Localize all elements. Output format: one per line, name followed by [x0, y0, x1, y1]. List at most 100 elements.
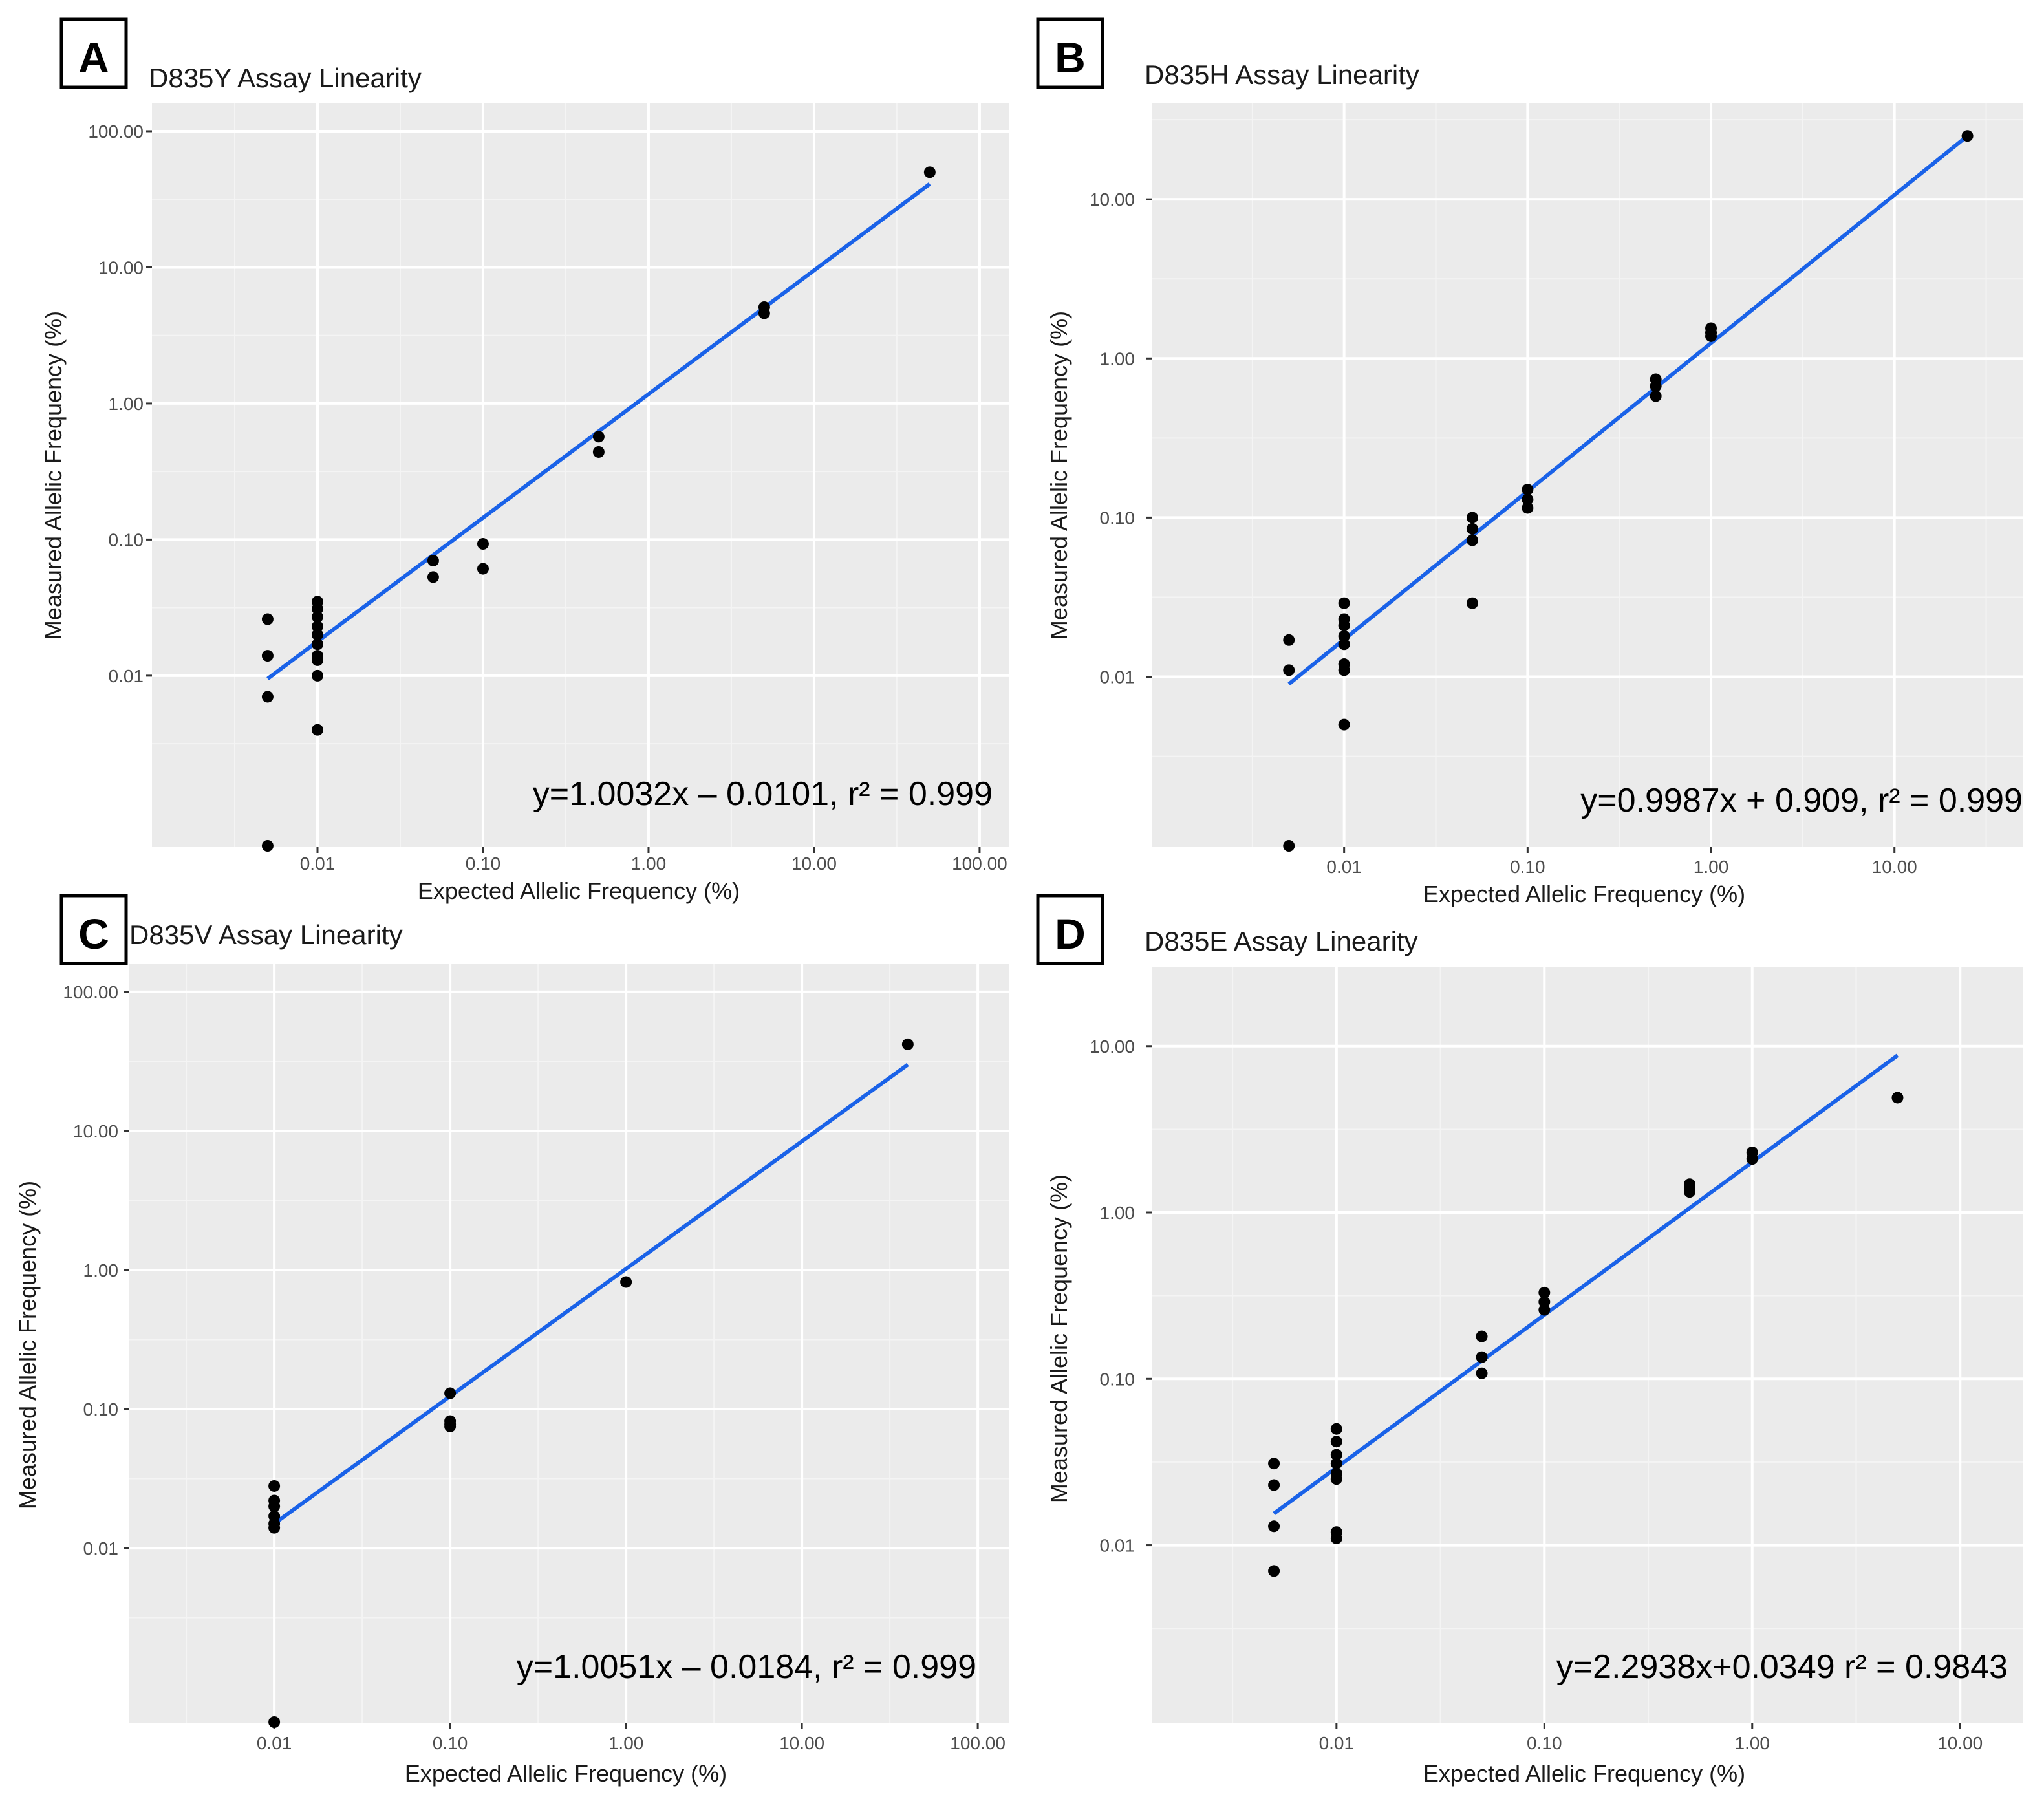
data-point	[1466, 512, 1478, 524]
x-axis-label: Expected Allelic Frequency (%)	[1423, 1760, 1745, 1787]
data-point	[1338, 664, 1350, 676]
data-point	[1476, 1367, 1488, 1379]
data-point	[1283, 840, 1295, 852]
fit-line	[273, 1062, 909, 1525]
data-point	[1330, 1436, 1342, 1448]
x-tick-label: 1.00	[1735, 1733, 1770, 1753]
data-point	[1705, 330, 1717, 342]
data-point	[1466, 597, 1478, 609]
y-tick-label: 0.01	[83, 1538, 119, 1558]
fit-line	[1287, 134, 1969, 686]
y-tick-label: 0.01	[1100, 667, 1135, 687]
chart-title: D835V Assay Linearity	[129, 920, 403, 950]
data-point	[311, 638, 323, 651]
data-point	[311, 669, 323, 682]
y-axis-label: Measured Allelic Frequency (%)	[1046, 311, 1072, 640]
y-tick-label: 10.00	[73, 1121, 118, 1141]
data-point	[311, 620, 323, 632]
x-tick-label: 0.10	[466, 854, 501, 874]
data-point	[1466, 522, 1478, 535]
data-point	[592, 431, 605, 443]
y-tick-label: 10.00	[98, 257, 144, 277]
chart-panel-B: 0.01 0.10 1.00 10.00 0.01 0.10 1.00 10.00 B D835H…	[1036, 17, 2023, 907]
x-tick-label: 10.00	[791, 854, 837, 874]
data-point	[1338, 718, 1350, 731]
data-point	[311, 611, 323, 623]
data-point	[1338, 597, 1350, 609]
panel-label: B	[1055, 34, 1086, 81]
y-axis-label: Measured Allelic Frequency (%)	[14, 1181, 41, 1509]
x-tick-label: 0.10	[1527, 1733, 1562, 1753]
panel-label-box	[1036, 17, 1104, 89]
chart-panel-A: 0.01 0.10 1.00 10.00 100.00 0.01 0.10 1.00 10.00…	[40, 17, 1009, 904]
data-point	[1330, 1458, 1342, 1470]
panel-label-box	[59, 894, 128, 965]
data-point	[268, 1716, 281, 1728]
x-tick-label: 10.00	[1937, 1733, 1983, 1753]
panel-label-box	[59, 17, 128, 89]
x-tick-label: 10.00	[779, 1733, 824, 1753]
y-tick-label: 1.00	[1100, 1203, 1135, 1223]
data-point	[758, 307, 770, 319]
data-point	[1650, 380, 1662, 393]
y-tick-label: 0.10	[83, 1399, 119, 1419]
data-point	[1650, 390, 1662, 402]
x-tick-label: 100.00	[952, 854, 1007, 874]
x-tick-label: 1.00	[1694, 857, 1729, 877]
data-point	[1338, 619, 1350, 632]
fit-equation-annotation: y=1.0032x – 0.0101, r² = 0.999	[533, 775, 993, 813]
x-tick-label: 10.00	[1872, 857, 1917, 877]
x-axis-label: Expected Allelic Frequency (%)	[1423, 881, 1745, 907]
data-point	[923, 166, 936, 178]
data-point	[1330, 1423, 1342, 1435]
y-tick-label: 10.00	[1090, 189, 1135, 210]
y-axis-label: Measured Allelic Frequency (%)	[1046, 1174, 1072, 1503]
panel-label-box	[1036, 894, 1104, 965]
fit-line	[1273, 1053, 1899, 1516]
data-point	[592, 446, 605, 458]
plot-background	[1152, 967, 2023, 1723]
data-point	[1961, 130, 1974, 142]
data-point	[1476, 1351, 1488, 1363]
plot-background	[1152, 103, 2023, 847]
data-point	[1683, 1186, 1695, 1198]
data-point	[1522, 493, 1534, 506]
data-point	[1538, 1286, 1551, 1298]
data-point	[1268, 1520, 1280, 1533]
data-point	[1330, 1473, 1342, 1485]
data-point	[1538, 1304, 1551, 1316]
chart-title: D835H Assay Linearity	[1145, 59, 1419, 90]
data-point	[311, 629, 323, 641]
data-point	[1338, 638, 1350, 651]
data-point	[268, 1500, 281, 1513]
data-point	[1268, 1565, 1280, 1577]
data-point	[1268, 1479, 1280, 1491]
data-point	[1522, 502, 1534, 514]
data-point	[261, 840, 274, 852]
data-point	[261, 650, 274, 662]
chart-panel-C: 0.01 0.10 1.00 10.00 100.00 0.01 0.10 1.00 10.00…	[14, 894, 1009, 1787]
data-point	[444, 1420, 457, 1432]
y-tick-label: 0.10	[1100, 508, 1135, 528]
x-tick-label: 0.10	[433, 1733, 468, 1753]
y-tick-label: 10.00	[1090, 1037, 1135, 1057]
data-point	[311, 603, 323, 615]
x-tick-label: 0.01	[257, 1733, 292, 1753]
y-tick-label: 100.00	[88, 122, 144, 142]
data-point	[620, 1276, 632, 1288]
chart-title: D835E Assay Linearity	[1145, 926, 1418, 956]
data-point	[311, 724, 323, 736]
chart-panel-D: 0.01 0.10 1.00 10.00 0.01 0.10 1.00 10.00 D D835E…	[1036, 894, 2023, 1787]
data-point	[261, 613, 274, 625]
fit-equation-annotation: y=0.9987x + 0.909, r² = 0.999	[1580, 782, 2023, 819]
data-point	[268, 1522, 281, 1534]
data-point	[1476, 1330, 1488, 1342]
y-tick-label: 1.00	[83, 1260, 119, 1280]
data-point	[427, 554, 439, 566]
y-tick-label: 100.00	[63, 982, 118, 1002]
x-tick-label: 100.00	[950, 1733, 1006, 1753]
y-tick-label: 0.10	[1100, 1369, 1135, 1389]
x-tick-label: 0.01	[1326, 857, 1362, 877]
x-axis-label: Expected Allelic Frequency (%)	[405, 1760, 727, 1787]
